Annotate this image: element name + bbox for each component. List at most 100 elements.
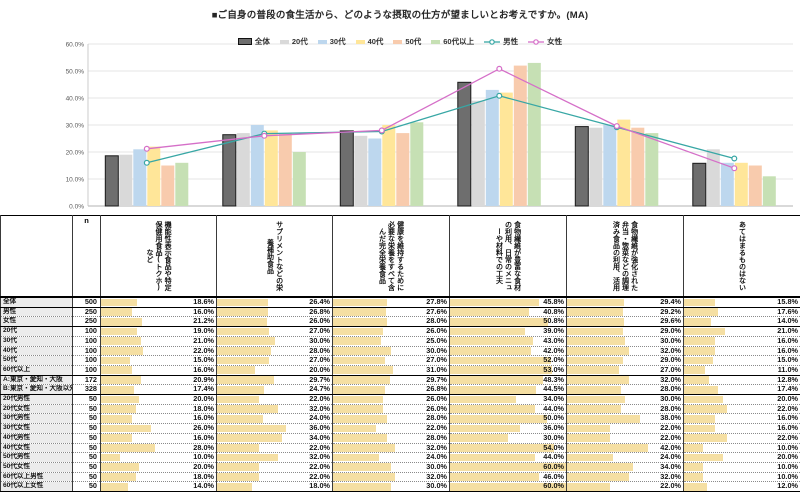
row-label-cell: 60代以上女性 (1, 482, 73, 492)
data-value: 30.0% (660, 395, 681, 404)
data-value: 10.0% (777, 473, 798, 482)
data-bar (450, 473, 539, 481)
data-value: 28.0% (426, 434, 447, 443)
data-cell: 30.0% (567, 336, 684, 346)
data-value: 20.9% (193, 376, 214, 385)
data-value: 24.0% (426, 453, 447, 462)
data-cell: 48.3% (450, 375, 567, 385)
legend-label: 60代以上 (443, 36, 474, 47)
n-value-cell: 50 (73, 482, 101, 492)
bar (161, 166, 174, 207)
data-cell: 29.7% (217, 375, 333, 385)
data-bar (684, 366, 705, 374)
data-value: 14.0% (777, 317, 798, 326)
data-value: 32.0% (660, 347, 681, 356)
data-value: 42.0% (543, 347, 564, 356)
data-cell: 27.6% (333, 307, 450, 317)
data-value: 29.4% (660, 298, 681, 307)
data-cell: 45.8% (450, 297, 567, 307)
data-bar (450, 376, 543, 384)
row-label-cell: 30代男性 (1, 414, 73, 424)
data-bar (101, 376, 141, 384)
data-point-marker (379, 128, 384, 133)
data-value: 29.0% (660, 356, 681, 365)
bar (105, 156, 118, 206)
data-value: 28.0% (426, 317, 447, 326)
data-cell: 54.0% (450, 443, 567, 453)
row-label-cell: 40代女性 (1, 443, 73, 453)
row-label-cell: 20代女性 (1, 404, 73, 414)
n-value-cell: 50 (73, 472, 101, 482)
bar (617, 120, 630, 206)
n-value-cell: 100 (73, 365, 101, 375)
data-value: 29.2% (660, 308, 681, 317)
data-value: 10.0% (777, 444, 798, 453)
n-value-cell: 250 (73, 317, 101, 327)
data-cell: 34.0% (567, 462, 684, 472)
data-value: 18.0% (309, 482, 330, 491)
n-value-cell: 172 (73, 375, 101, 385)
data-value: 22.0% (777, 434, 798, 443)
data-value: 38.0% (660, 414, 681, 423)
data-cell: 10.0% (684, 462, 800, 472)
bars-group (105, 63, 776, 206)
data-cell: 20.9% (101, 375, 217, 385)
y-tick-label: 20.0% (66, 149, 85, 156)
data-value: 16.0% (777, 414, 798, 423)
data-bar (101, 299, 137, 307)
data-bar (217, 337, 275, 345)
data-bar (333, 405, 383, 413)
data-value: 43.0% (543, 337, 564, 346)
data-value: 10.0% (193, 453, 214, 462)
data-bar (450, 357, 551, 365)
data-cell: 26.0% (333, 404, 450, 414)
data-bar (567, 318, 624, 326)
data-bar (333, 347, 391, 355)
data-bar (333, 386, 385, 394)
data-cell: 30.0% (333, 346, 450, 356)
data-value: 28.0% (309, 347, 330, 356)
data-value: 32.0% (309, 453, 330, 462)
data-bar (217, 299, 268, 307)
data-bar (567, 308, 623, 316)
data-bar (684, 328, 725, 336)
data-cell: 18.6% (101, 297, 217, 307)
legend-swatch-bar-icon (431, 40, 440, 44)
data-cell: 16.0% (684, 336, 800, 346)
data-bar (684, 415, 715, 423)
data-bar (333, 415, 387, 423)
n-value-cell: 100 (73, 346, 101, 356)
data-value: 17.4% (777, 385, 798, 394)
data-bar (567, 444, 648, 452)
n-value-cell: 100 (73, 356, 101, 366)
data-bar (567, 376, 629, 384)
legend-item: 50代 (393, 36, 421, 47)
data-cell: 20.0% (217, 365, 333, 375)
n-value-cell: 50 (73, 424, 101, 434)
data-cell: 44.0% (450, 453, 567, 463)
data-cell: 22.0% (217, 443, 333, 453)
bar (175, 163, 188, 206)
data-bar (567, 454, 613, 462)
data-value: 24.0% (660, 453, 681, 462)
data-value: 53.0% (543, 366, 564, 375)
data-value: 20.0% (309, 366, 330, 375)
data-cell: 40.8% (450, 307, 567, 317)
data-value: 27.0% (309, 356, 330, 365)
row-label-cell: 20代男性 (1, 395, 73, 405)
data-bar (450, 318, 548, 326)
data-cell: 16.0% (684, 424, 800, 434)
data-value: 15.8% (777, 298, 798, 307)
data-bar (333, 376, 390, 384)
n-column-header: n (73, 216, 101, 298)
data-value: 30.0% (309, 337, 330, 346)
data-value: 27.6% (426, 308, 447, 317)
data-point-marker (144, 160, 149, 165)
data-cell: 50.8% (450, 317, 567, 327)
data-cell: 29.0% (567, 327, 684, 337)
